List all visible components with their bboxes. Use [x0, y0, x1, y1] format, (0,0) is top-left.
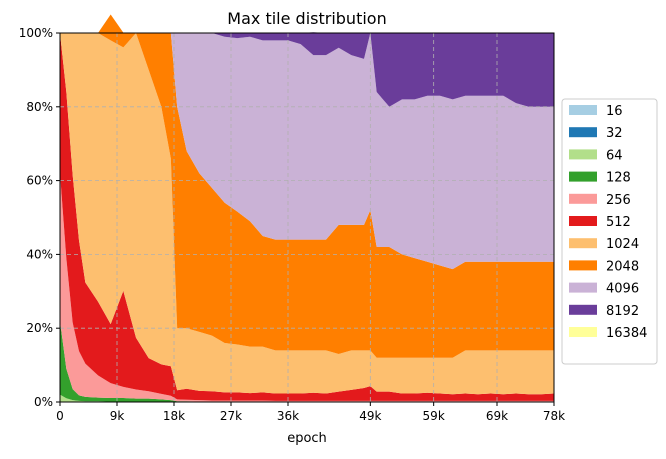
stacked-areas — [60, 14, 554, 402]
x-tick-label: 49k — [359, 409, 381, 423]
legend: 16 32 64 128 256 512 1024 2048 4096 8192 16384 — [561, 98, 658, 365]
legend-label-64: 64 — [606, 148, 623, 163]
y-axis-ticks: 0% 20% 40% 60% 80% 100% — [19, 26, 60, 409]
area-series-1024 — [60, 33, 554, 395]
x-tick-label: 69k — [486, 409, 508, 423]
legend-label-128: 128 — [606, 171, 631, 186]
legend-swatch-4096 — [569, 282, 597, 293]
legend-swatch-512 — [569, 216, 597, 226]
y-tick-label: 0% — [34, 395, 53, 409]
y-tick-label: 100% — [19, 26, 53, 40]
legend-label-1024: 1024 — [606, 237, 639, 252]
legend-swatch-1024 — [569, 238, 597, 249]
y-tick-label: 60% — [26, 174, 53, 188]
legend-swatch-8192 — [569, 304, 597, 315]
legend-swatch-32 — [569, 127, 597, 138]
x-tick-label: 9k — [110, 409, 125, 423]
y-tick-label: 40% — [26, 247, 53, 261]
area-series-8192 — [60, 14, 554, 107]
x-tick-label: 0 — [56, 409, 64, 423]
legend-label-4096: 4096 — [606, 282, 639, 297]
legend-label-16: 16 — [606, 104, 623, 119]
legend-label-16384: 16384 — [606, 326, 647, 341]
x-axis-ticks: 0 9k 18k 27k 36k 49k 59k 69k 78k — [56, 402, 565, 423]
legend-label-8192: 8192 — [606, 304, 639, 319]
legend-swatch-128 — [569, 171, 597, 182]
x-tick-label: 36k — [277, 409, 299, 423]
legend-swatch-16384 — [569, 327, 597, 337]
legend-label-2048: 2048 — [606, 259, 639, 274]
chart-title: Max tile distribution — [227, 9, 386, 28]
y-tick-label: 80% — [26, 100, 53, 114]
legend-swatch-2048 — [569, 260, 597, 271]
area-series-512 — [60, 33, 554, 401]
x-tick-label: 27k — [220, 409, 242, 423]
x-tick-label: 18k — [163, 409, 185, 423]
legend-swatch-256 — [569, 193, 597, 204]
legend-label-512: 512 — [606, 215, 631, 230]
area-series-2048 — [60, 14, 554, 358]
legend-swatch-64 — [569, 149, 597, 160]
y-tick-label: 20% — [26, 321, 53, 335]
legend-box — [561, 98, 658, 365]
area-series-4096 — [60, 14, 554, 270]
legend-swatch-16 — [569, 105, 597, 115]
x-tick-label: 59k — [423, 409, 445, 423]
plot-frame — [59, 32, 555, 403]
legend-label-32: 32 — [606, 126, 623, 141]
legend-label-256: 256 — [606, 193, 631, 208]
x-tick-label: 78k — [543, 409, 565, 423]
x-axis-label: epoch — [287, 431, 327, 446]
